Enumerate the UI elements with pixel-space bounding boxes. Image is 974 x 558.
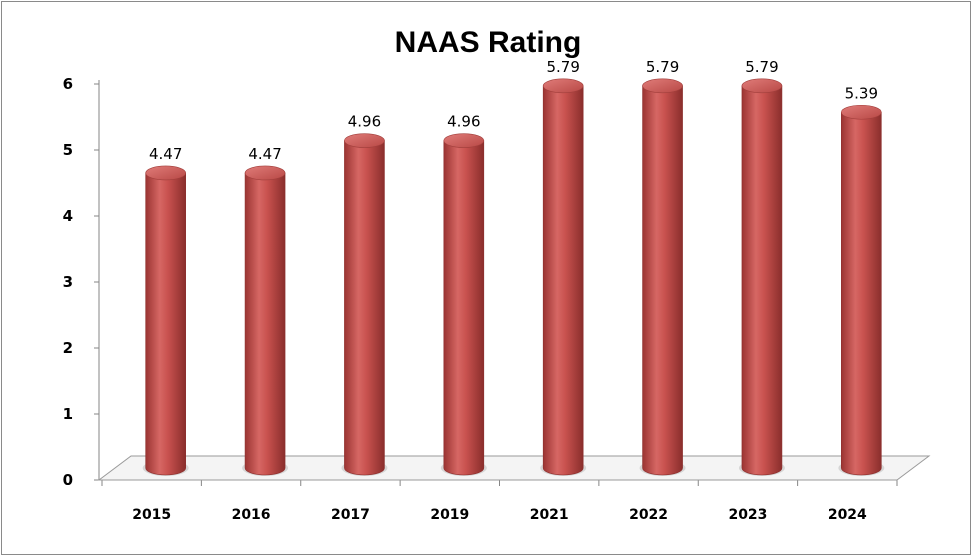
bar-layer: [142, 78, 885, 476]
data-label-2024: 5.39: [845, 84, 878, 102]
chart-title: NAAS Rating: [395, 26, 582, 59]
bar-2021: [540, 78, 587, 476]
data-label-2017: 4.96: [348, 113, 381, 131]
bar-2024: [838, 104, 885, 476]
axis-layer: 0 1 2 3 4 5 6 2015 2016 2017 2019 2021 2022 2023 2024: [63, 75, 898, 523]
bar-2019: [440, 133, 487, 476]
y-tick-label: 2: [63, 339, 73, 357]
data-label-2019: 4.96: [447, 113, 480, 131]
bar-2022: [639, 78, 686, 476]
bar-2016: [242, 165, 289, 476]
bar-2017: [341, 133, 388, 476]
y-tick-label: 5: [63, 141, 73, 159]
data-label-2021: 5.79: [546, 58, 579, 76]
y-tick-label: 0: [63, 471, 73, 489]
x-tick-label: 2015: [132, 507, 171, 523]
x-tick-label: 2023: [728, 507, 767, 523]
x-tick-label: 2017: [331, 507, 370, 523]
data-label-2022: 5.79: [646, 58, 679, 76]
y-tick-label: 1: [63, 405, 73, 423]
y-tick-label: 3: [63, 273, 73, 291]
bar-2023: [738, 78, 785, 476]
data-label-layer: 4.47 4.47 4.96 4.96 5.79 5.79 5.79 5.39: [149, 58, 878, 163]
x-tick-label: 2022: [629, 507, 668, 523]
bar-2015: [142, 165, 189, 476]
x-tick-label: 2024: [828, 507, 867, 523]
y-tick-label: 6: [63, 75, 73, 93]
x-tick-label: 2021: [530, 507, 569, 523]
x-tick-label: 2016: [232, 507, 271, 523]
floor-plane: [97, 455, 931, 481]
data-label-2023: 5.79: [745, 58, 778, 76]
x-tick-label: 2019: [430, 507, 469, 523]
data-label-2016: 4.47: [248, 145, 281, 163]
y-tick-label: 4: [63, 207, 73, 225]
data-label-2015: 4.47: [149, 145, 182, 163]
chart-floor: [97, 455, 931, 481]
